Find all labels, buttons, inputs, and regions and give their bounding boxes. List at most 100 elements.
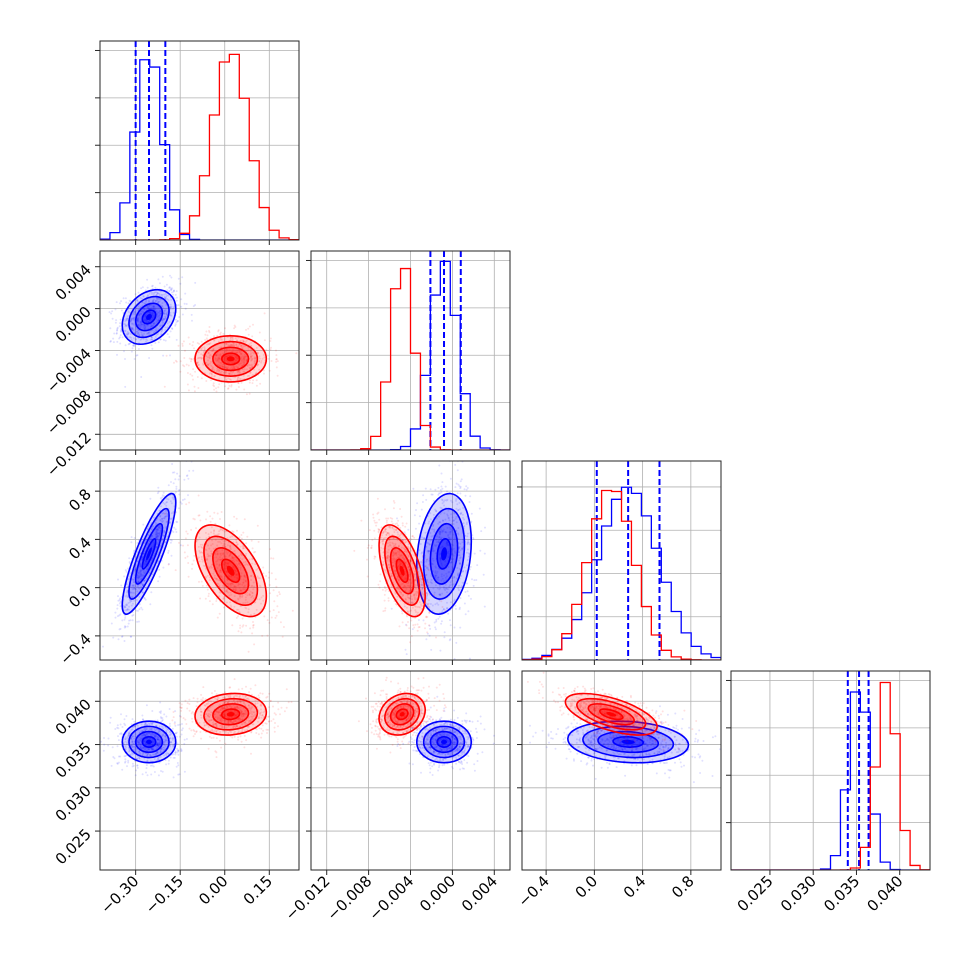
- scatter-point: [145, 560, 148, 562]
- scatter-point: [200, 556, 203, 558]
- scatter-point: [184, 349, 186, 352]
- scatter-point: [207, 352, 210, 355]
- scatter-point: [155, 293, 158, 296]
- scatter-point: [235, 356, 238, 359]
- scatter-point: [225, 342, 228, 345]
- scatter-point: [162, 312, 165, 315]
- scatter-point: [126, 625, 129, 628]
- scatter-point: [413, 514, 416, 517]
- scatter-point: [137, 575, 140, 578]
- scatter-point: [209, 353, 212, 356]
- scatter-point: [225, 366, 228, 369]
- scatter-point: [384, 528, 387, 531]
- scatter-point: [135, 748, 138, 751]
- scatter-point: [386, 559, 389, 562]
- scatter-point: [236, 370, 239, 373]
- scatter-point: [150, 324, 153, 327]
- scatter-point: [386, 557, 389, 559]
- scatter-point: [391, 541, 394, 544]
- scatter-point: [227, 563, 230, 565]
- scatter-point: [137, 609, 139, 612]
- scatter-point: [447, 533, 450, 536]
- scatter-point: [137, 741, 140, 744]
- scatter-point: [214, 522, 217, 525]
- scatter-point: [243, 574, 246, 577]
- scatter-point: [445, 531, 448, 534]
- scatter-point: [452, 558, 455, 560]
- scatter-point: [175, 290, 178, 293]
- scatter-point: [160, 293, 163, 296]
- scatter-point: [438, 533, 441, 535]
- scatter-point: [427, 542, 430, 545]
- scatter-point: [445, 499, 448, 502]
- scatter-point: [144, 302, 147, 305]
- scatter-point: [165, 313, 168, 316]
- scatter-point: [123, 618, 126, 621]
- scatter-point: [150, 559, 153, 562]
- scatter-point: [135, 354, 138, 357]
- scatter-point: [218, 584, 221, 587]
- scatter-point: [256, 351, 259, 354]
- scatter-point: [424, 487, 427, 490]
- scatter-point: [147, 566, 150, 569]
- scatter-point: [169, 287, 172, 290]
- scatter-point: [126, 315, 129, 318]
- scatter-point: [399, 534, 402, 537]
- scatter-point: [169, 538, 172, 541]
- scatter-point: [115, 332, 118, 334]
- scatter-point: [144, 560, 147, 563]
- scatter-point: [259, 382, 262, 385]
- scatter-point: [134, 750, 137, 752]
- scatter-point: [399, 573, 402, 576]
- scatter-point: [143, 562, 146, 565]
- scatter-point: [213, 338, 216, 341]
- scatter-point: [443, 512, 446, 515]
- scatter-point: [180, 748, 183, 751]
- density-peak-blue: [146, 313, 152, 320]
- scatter-point: [207, 359, 209, 362]
- scatter-point: [240, 356, 243, 359]
- scatter-point: [237, 598, 240, 601]
- scatter-point: [128, 557, 131, 560]
- scatter-point: [125, 603, 128, 606]
- scatter-point: [410, 635, 413, 638]
- scatter-point: [459, 485, 462, 488]
- scatter-point: [157, 730, 160, 733]
- scatter-point: [135, 299, 138, 302]
- scatter-point: [440, 528, 443, 531]
- scatter-point: [458, 545, 461, 548]
- scatter-point: [144, 300, 147, 303]
- scatter-point: [147, 320, 150, 323]
- scatter-point: [439, 533, 441, 536]
- scatter-point: [448, 519, 451, 522]
- scatter-point: [236, 563, 239, 566]
- scatter-point: [234, 326, 237, 328]
- scatter-point: [253, 368, 256, 371]
- scatter-point: [385, 534, 388, 536]
- scatter-point: [242, 341, 245, 344]
- scatter-point: [428, 611, 431, 614]
- scatter-point: [407, 543, 410, 546]
- scatter-point: [239, 378, 242, 381]
- scatter-point: [219, 353, 222, 356]
- scatter-point: [174, 710, 177, 713]
- scatter-point: [132, 602, 134, 605]
- scatter-point: [260, 361, 263, 364]
- scatter-point: [438, 599, 441, 602]
- scatter-point: [156, 742, 159, 745]
- scatter-point: [156, 719, 159, 722]
- scatter-point: [427, 568, 430, 571]
- scatter-point: [153, 331, 156, 334]
- scatter-point: [157, 315, 160, 317]
- scatter-point: [269, 340, 272, 342]
- scatter-point: [440, 498, 443, 501]
- scatter-point: [141, 734, 144, 737]
- scatter-point: [163, 746, 165, 749]
- scatter-point: [126, 590, 129, 593]
- scatter-point: [138, 572, 141, 575]
- scatter-point: [462, 507, 465, 509]
- scatter-point: [144, 733, 147, 736]
- scatter-point: [403, 577, 406, 580]
- scatter-point: [144, 748, 147, 751]
- scatter-point: [281, 635, 284, 638]
